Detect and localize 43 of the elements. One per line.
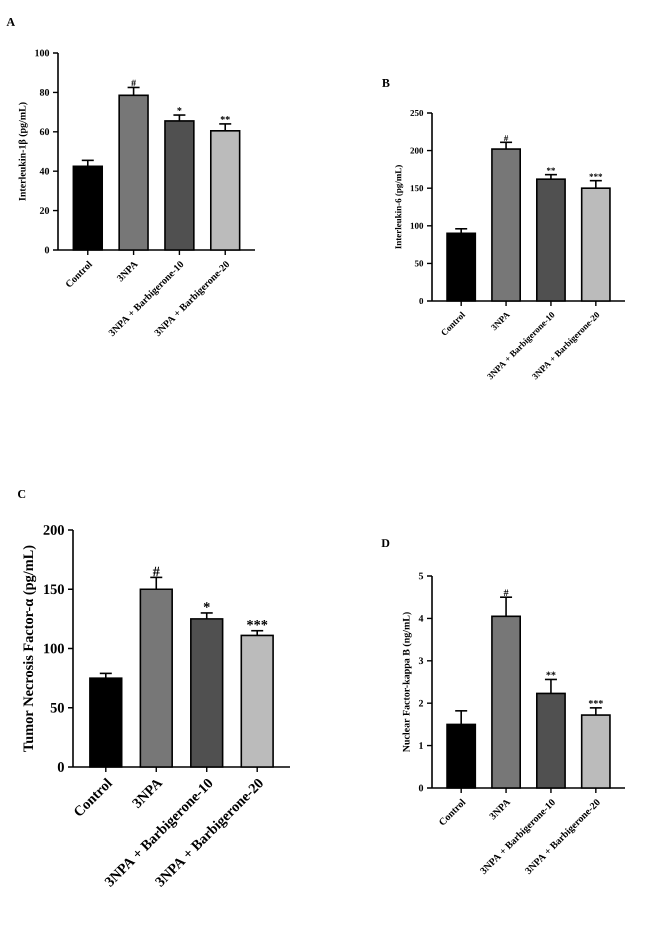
y-tick-label: 100 <box>410 222 424 229</box>
y-tick-label: 100 <box>35 50 50 56</box>
y-tick-label: 80 <box>40 89 50 96</box>
annotation: *** <box>589 174 602 177</box>
annotation: * <box>177 107 182 112</box>
y-axis-title: Interleukin-6 (pg/mL) <box>394 165 404 249</box>
annotation: # <box>504 135 508 142</box>
chart-title: B <box>382 79 390 87</box>
y-tick-label: 3 <box>418 657 424 664</box>
annotation: *** <box>588 700 603 704</box>
chart-title: A <box>6 18 15 26</box>
y-tick-label: 200 <box>410 148 424 154</box>
y-tick-label: 2 <box>418 700 424 706</box>
y-tick-label: 1 <box>419 742 423 749</box>
y-tick-label: 50 <box>50 702 64 713</box>
y-tick-label: 20 <box>40 207 50 214</box>
y-tick-label: 0 <box>419 298 424 304</box>
y-tick-label: 0 <box>58 762 64 772</box>
y-tick-label: 60 <box>40 128 50 136</box>
annotation: ** <box>546 168 556 171</box>
y-tick-label: 200 <box>44 525 64 535</box>
y-tick-label: 0 <box>418 784 424 792</box>
annotation: *** <box>247 620 268 626</box>
chart-title: C <box>18 490 26 498</box>
y-tick-label: 150 <box>44 584 64 594</box>
y-axis-title: Tumor Necrosis Factor-α (pg/mL) <box>23 546 36 752</box>
y-tick-label: 150 <box>410 185 424 192</box>
y-tick-label: 40 <box>40 168 50 175</box>
chart-title: D <box>381 539 390 548</box>
y-axis-title: Nuclear Factor-kappa B (ng/mL) <box>402 612 412 752</box>
y-tick-label: 0 <box>44 246 50 254</box>
y-tick-label: 100 <box>44 644 64 654</box>
y-tick-label: 5 <box>418 572 424 580</box>
y-tick-label: 50 <box>414 260 424 266</box>
y-tick-label: 4 <box>418 615 424 622</box>
y-tick-label: 250 <box>410 110 424 116</box>
annotation: ** <box>546 672 556 676</box>
annotation: # <box>131 80 136 86</box>
y-axis-title: Interleukin-1β (pg/mL) <box>18 102 28 201</box>
annotation: ** <box>220 116 230 120</box>
annotation: * <box>204 602 210 608</box>
annotation: # <box>152 566 160 576</box>
annotation: # <box>504 589 508 596</box>
